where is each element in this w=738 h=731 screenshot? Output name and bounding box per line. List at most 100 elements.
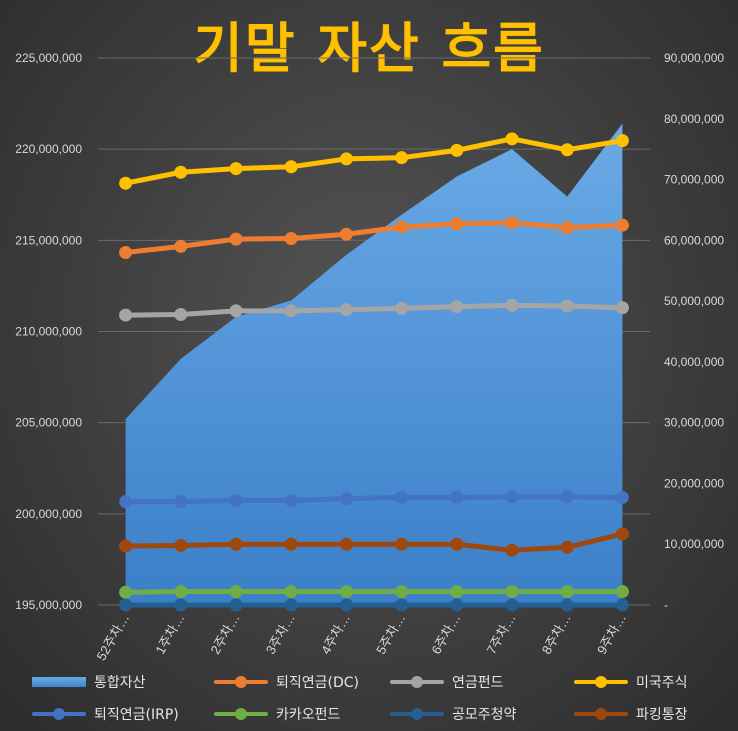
series-point — [395, 301, 409, 315]
series-point — [395, 537, 409, 551]
series-point — [229, 537, 243, 551]
series-point — [395, 585, 409, 599]
series-point — [615, 490, 629, 504]
series-point — [174, 165, 188, 179]
legend-item: 카카오펀드 — [212, 704, 340, 724]
legend-label: 연금펀드 — [452, 675, 504, 691]
right-tick-label: 20,000,000 — [664, 476, 724, 490]
series-point — [339, 537, 353, 551]
series-point — [174, 307, 188, 321]
series-point — [339, 152, 353, 166]
series-point — [450, 537, 464, 551]
series-point — [119, 308, 133, 322]
series-point — [339, 598, 353, 612]
legend-swatch — [212, 675, 270, 689]
series-point — [615, 585, 629, 599]
series-point — [450, 300, 464, 314]
legend-label: 미국주식 — [636, 675, 688, 691]
series-point — [119, 176, 133, 190]
series-point — [615, 527, 629, 541]
series-point — [174, 495, 188, 509]
category-label: 9주차… — [594, 611, 629, 657]
legend-swatch — [572, 675, 630, 689]
series-line — [123, 302, 625, 318]
legend-item: 파킹통장 — [572, 704, 688, 724]
area-series-total-assets — [125, 123, 623, 605]
series-point — [284, 598, 298, 612]
legend-item: 연금펀드 — [388, 672, 504, 692]
left-tick-label: 210,000,000 — [15, 325, 82, 339]
series-point — [284, 232, 298, 246]
series-point — [505, 543, 519, 557]
series-point — [339, 303, 353, 317]
series-point — [284, 537, 298, 551]
legend-item: 통합자산 — [30, 672, 146, 692]
series-point — [505, 585, 519, 599]
legend-label: 파킹통장 — [636, 707, 688, 723]
right-tick-label: 10,000,000 — [664, 537, 724, 551]
series-point — [560, 143, 574, 157]
series-point — [284, 493, 298, 507]
series-line — [123, 589, 625, 595]
right-tick-label: 80,000,000 — [664, 112, 724, 126]
series-point — [119, 539, 133, 553]
series-point — [174, 598, 188, 612]
legend-swatch — [388, 707, 446, 721]
legend-item: 퇴직연금(IRP) — [30, 704, 179, 724]
series-point — [505, 298, 519, 312]
series-point — [450, 217, 464, 231]
series-point — [229, 232, 243, 246]
series-point — [339, 492, 353, 506]
category-label: 3주차… — [263, 611, 298, 657]
series-point — [560, 585, 574, 599]
category-label: 7주차… — [484, 611, 519, 657]
legend-label: 카카오펀드 — [276, 707, 341, 723]
series-point — [505, 490, 519, 504]
series-point — [395, 490, 409, 504]
category-labels: 52주차… 1주차… 2주차… 3주차… 4주차… 5주차… 6주차… 7주차… 8주차… 9주차… — [94, 611, 629, 663]
right-tick-label: 50,000,000 — [664, 294, 724, 308]
series-point — [229, 493, 243, 507]
right-tick-label: 40,000,000 — [664, 355, 724, 369]
series-point — [450, 585, 464, 599]
series-point — [229, 304, 243, 318]
series-point — [284, 585, 298, 599]
legend-item: 퇴직연금(DC) — [212, 672, 359, 692]
series-point — [119, 598, 133, 612]
series-point — [395, 151, 409, 165]
right-tick-label: 30,000,000 — [664, 416, 724, 430]
series-3 — [119, 490, 629, 509]
chart-plot: 195,000,000 200,000,000 205,000,000 210,000… — [15, 51, 724, 663]
legend-swatch — [212, 707, 270, 721]
series-point — [450, 490, 464, 504]
series-point — [560, 598, 574, 612]
legend-item: 공모주청약 — [388, 704, 516, 724]
category-label: 8주차… — [539, 611, 574, 657]
series-point — [119, 495, 133, 509]
series-0 — [119, 216, 629, 259]
legend-label: 통합자산 — [94, 675, 146, 691]
series-line — [123, 531, 625, 553]
series-point — [284, 304, 298, 318]
right-tick-label: 90,000,000 — [664, 51, 724, 65]
series-4 — [119, 585, 629, 599]
legend-item: 미국주식 — [572, 672, 688, 692]
series-line — [123, 136, 625, 186]
series-point — [560, 299, 574, 313]
legend-label: 공모주청약 — [452, 707, 517, 723]
series-line — [123, 494, 625, 505]
area-series — [125, 123, 623, 605]
line-series — [119, 132, 629, 612]
series-1 — [119, 298, 629, 322]
category-label: 6주차… — [428, 611, 463, 657]
legend-label: 퇴직연금(DC) — [276, 675, 359, 691]
series-point — [505, 598, 519, 612]
legend-swatch — [572, 707, 630, 721]
series-point — [174, 585, 188, 599]
series-point — [615, 301, 629, 315]
series-2 — [119, 132, 629, 190]
legend-swatch — [30, 707, 88, 721]
left-tick-label: 225,000,000 — [15, 51, 82, 65]
category-label: 4주차… — [318, 611, 353, 657]
